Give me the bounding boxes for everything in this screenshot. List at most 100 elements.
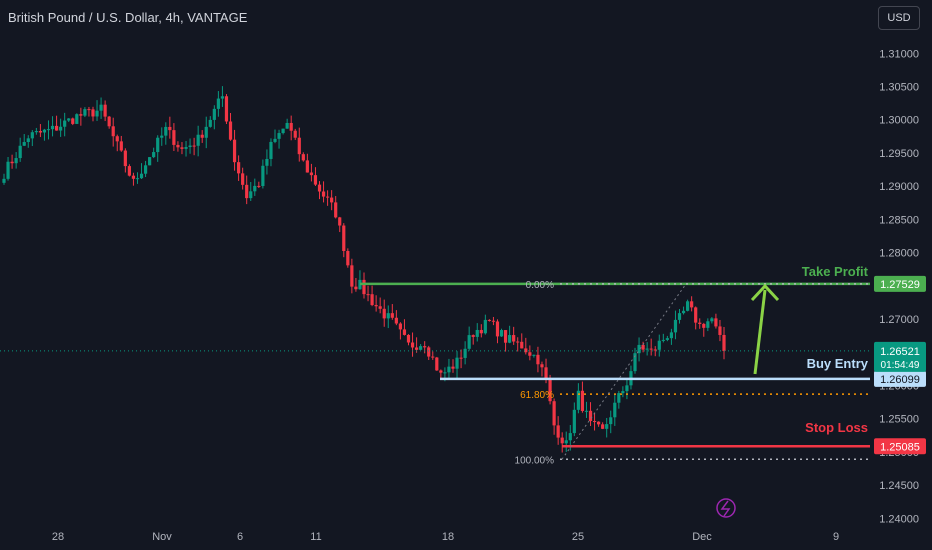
current-price-tag: 1.26521 <box>880 346 920 358</box>
lightning-bolt-glyph <box>720 500 731 517</box>
fib-trend-line[interactable] <box>561 283 687 460</box>
candle-body <box>249 191 253 199</box>
candle-body <box>637 344 641 354</box>
candle-body <box>475 329 479 337</box>
candle-body <box>621 391 625 394</box>
candle-body <box>265 158 269 166</box>
candle-body <box>59 126 63 131</box>
candle-body <box>71 118 75 124</box>
candle-body <box>200 134 204 138</box>
candle-body <box>710 318 714 322</box>
candle-body <box>633 353 637 372</box>
candle-body <box>34 131 38 133</box>
candle-body <box>30 132 34 139</box>
candle-body <box>143 165 148 174</box>
candle-body <box>528 352 532 356</box>
candle-body <box>580 390 585 411</box>
time-tick-label: 28 <box>52 531 64 543</box>
lightning-icon[interactable] <box>716 498 736 518</box>
candle-body <box>459 357 463 359</box>
candle-body <box>281 128 285 134</box>
stop-loss-price-tag-bg <box>874 438 926 455</box>
candle-body <box>107 116 111 127</box>
candle-body <box>427 347 431 357</box>
candle-body <box>350 265 354 287</box>
buy-entry-label: Buy Entry <box>807 356 869 371</box>
candle-body <box>661 339 665 341</box>
candle-body <box>552 401 556 426</box>
candle-body <box>228 121 233 140</box>
candle-body <box>665 338 669 340</box>
candle-body <box>10 161 14 164</box>
candle-body <box>669 332 674 339</box>
candle-body <box>378 306 382 309</box>
candle-body <box>2 178 6 183</box>
candle-body <box>479 329 483 334</box>
candle-body <box>79 114 83 116</box>
candle-body <box>495 321 500 337</box>
candle-body <box>164 126 168 136</box>
target-arrow[interactable] <box>753 289 767 375</box>
candle-body <box>18 145 22 159</box>
candle-body <box>584 410 589 412</box>
candle-body <box>512 335 516 342</box>
candle-body <box>406 334 411 343</box>
currency-button[interactable]: USD <box>878 6 920 30</box>
candle-body <box>176 144 180 148</box>
take-profit-price-tag-bg <box>874 275 926 292</box>
time-tick-label: 11 <box>310 531 321 543</box>
candle-body <box>127 166 131 176</box>
candle-body <box>394 317 398 324</box>
candle-body <box>160 135 164 138</box>
candle-body <box>196 134 200 146</box>
candle-body <box>261 165 265 187</box>
price-tick-label: 1.30000 <box>879 115 919 127</box>
candle-body <box>346 251 350 266</box>
candle-body <box>87 109 91 111</box>
candle-body <box>714 318 718 327</box>
candle-body <box>139 173 144 179</box>
candle-body <box>386 313 390 319</box>
candle-body <box>548 379 552 402</box>
price-tick-label: 1.30500 <box>879 81 919 93</box>
price-tick-label: 1.27000 <box>879 314 919 326</box>
candle-body <box>499 330 504 337</box>
candle-body <box>135 178 140 180</box>
candle-body <box>358 279 362 290</box>
candle-body <box>374 305 378 307</box>
candle-body <box>690 301 694 308</box>
candle-body <box>588 410 593 422</box>
candle-body <box>382 308 386 319</box>
candle-body <box>694 307 698 323</box>
candle-body <box>455 357 459 369</box>
candle-body <box>613 402 617 418</box>
candle-body <box>653 349 657 351</box>
candle-body <box>463 348 467 358</box>
candle-body <box>722 334 726 351</box>
candle-body <box>192 145 196 147</box>
time-tick-label: 25 <box>572 531 584 543</box>
candle-body <box>184 147 188 149</box>
candle-body <box>471 335 475 337</box>
candle-body <box>524 348 528 353</box>
price-tick-label: 1.28500 <box>879 214 919 226</box>
candle-body <box>540 364 544 368</box>
candle-body <box>156 137 160 153</box>
candle-body <box>172 130 176 145</box>
candle-body <box>152 152 156 158</box>
candle-body <box>115 136 119 142</box>
candle-body <box>451 366 455 369</box>
candle-body <box>625 385 629 392</box>
price-tick-label: 1.24500 <box>879 480 919 492</box>
candle-body <box>370 294 374 306</box>
candle-body <box>423 346 427 348</box>
candle-body <box>224 96 229 122</box>
candle-body <box>491 320 496 322</box>
candle-body <box>338 217 342 226</box>
candle-body <box>6 161 10 179</box>
candle-body <box>657 340 661 350</box>
candle-body <box>313 175 318 185</box>
candle-body <box>289 122 293 131</box>
